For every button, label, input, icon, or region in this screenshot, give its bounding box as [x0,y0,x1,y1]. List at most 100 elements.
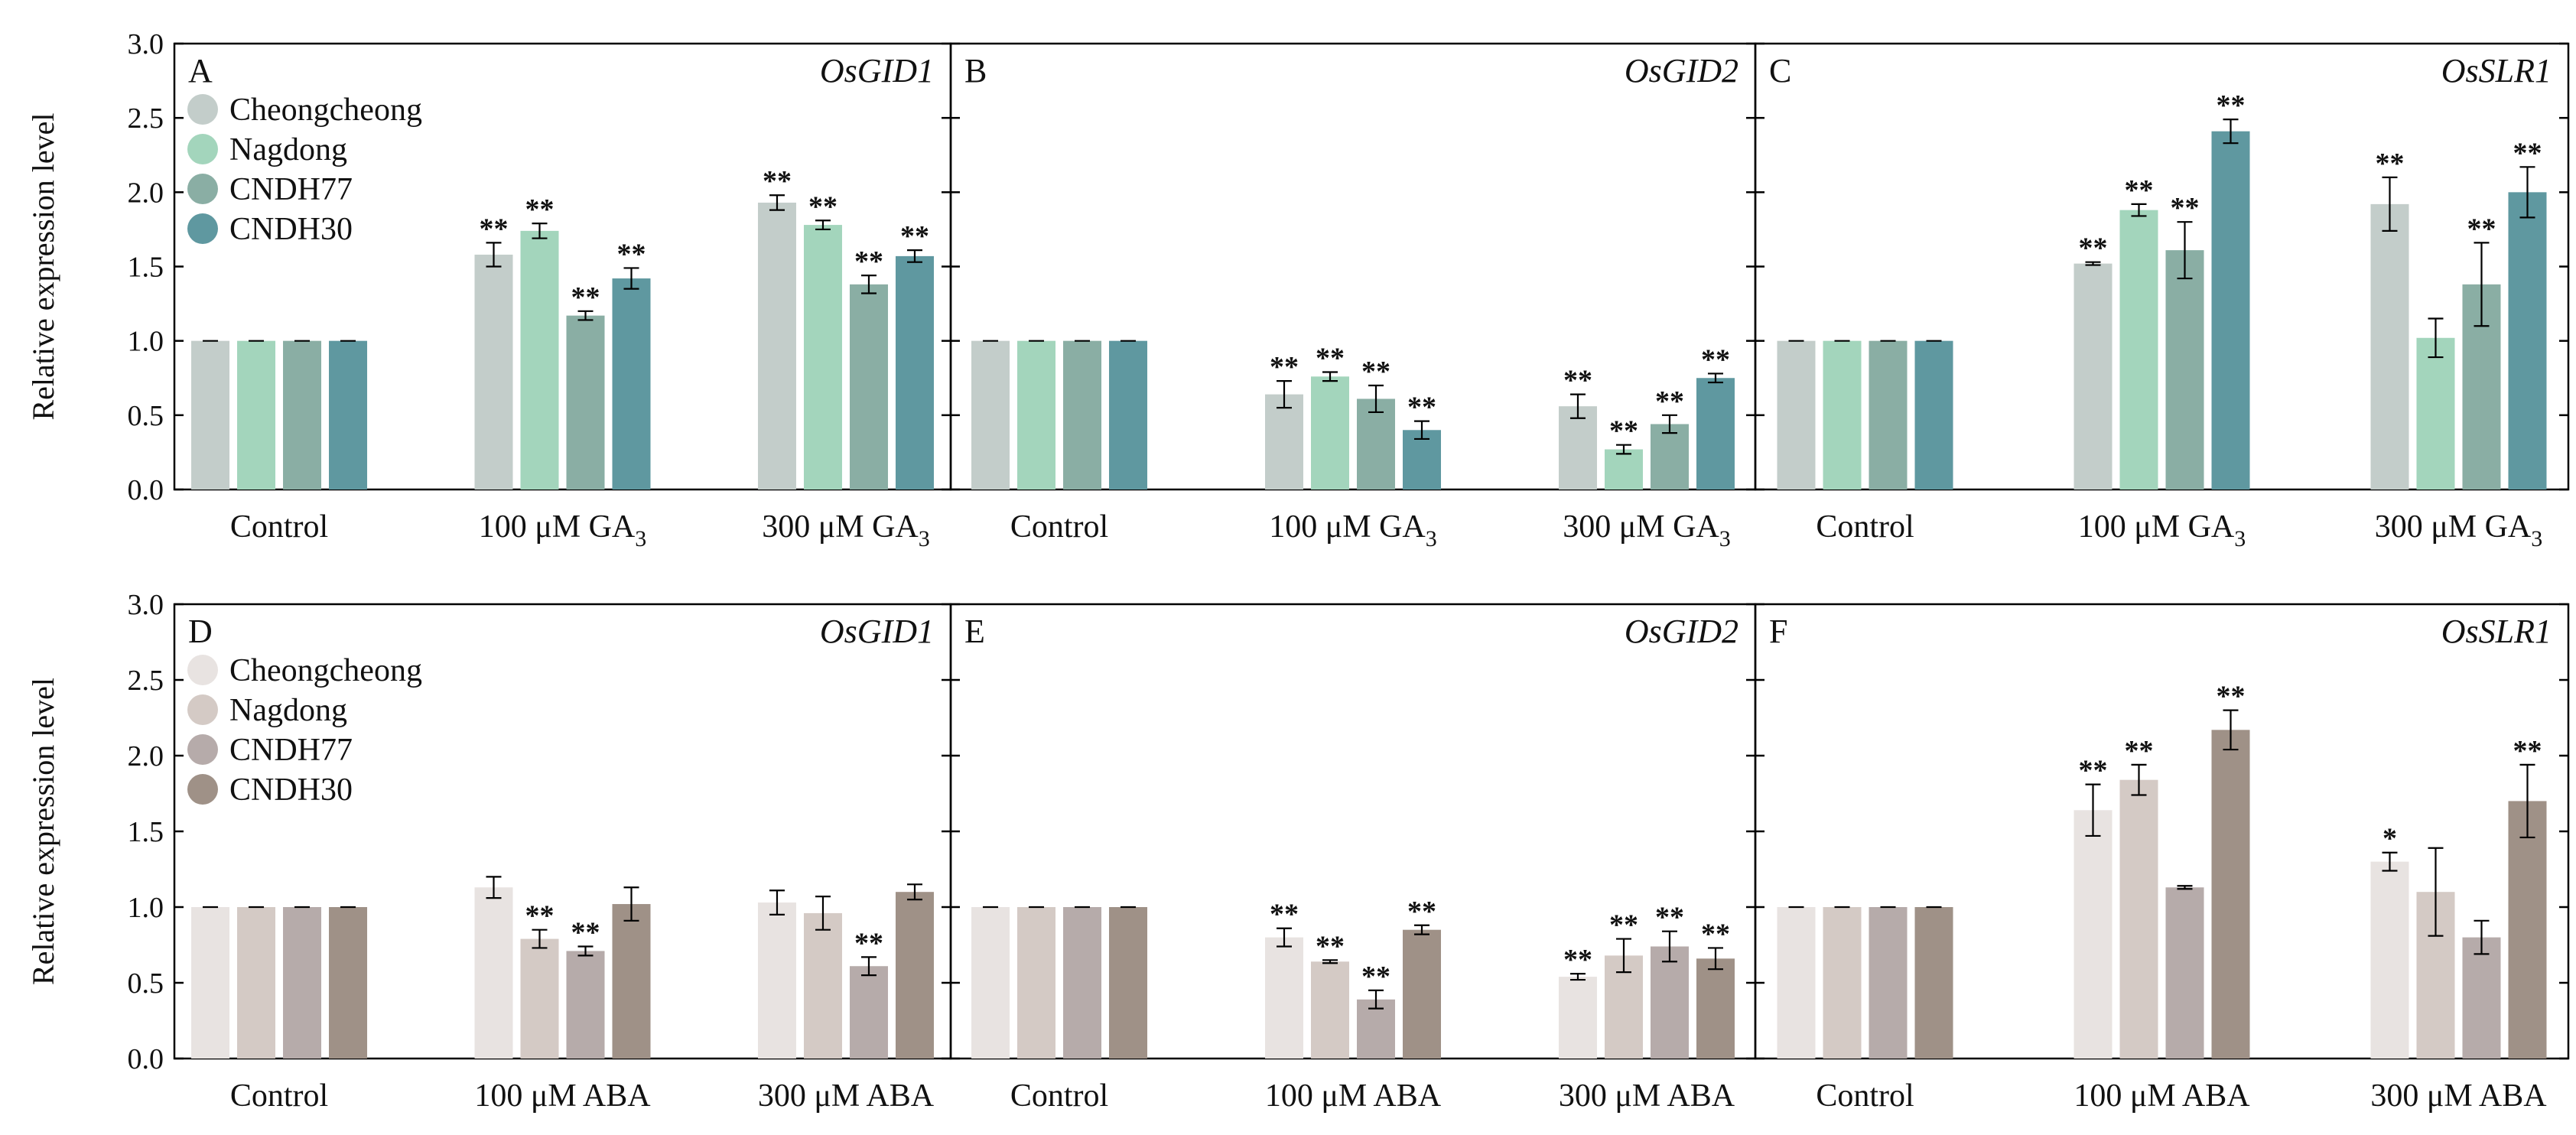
significance-mark: ** [2125,735,2154,767]
category-label-text: 100 μM ABA [2073,1078,2250,1114]
category-label: 100 μM GA3 [1269,509,1437,551]
significance-mark: * [2382,823,2397,855]
bar [2211,131,2250,489]
bar [1650,946,1689,1059]
significance-mark: ** [2467,213,2496,245]
significance-mark: ** [1270,899,1299,931]
significance-mark: ** [1563,365,1592,397]
category-label-subscript: 3 [919,526,930,551]
bar [1914,907,1953,1059]
significance-mark: ** [1563,944,1592,976]
panel-letter: A [188,52,213,89]
gene-label: OsGID2 [1625,52,1738,89]
y-tick-label: 2.0 [128,740,164,772]
gene-label: OsGID1 [820,52,934,89]
panel-letter: F [1769,613,1787,650]
legend-swatch [187,213,218,244]
panel-letter: E [964,613,985,650]
bar [2165,887,2204,1059]
bar [474,254,513,489]
bar [1777,907,1816,1059]
significance-mark: ** [1701,343,1730,376]
bar [237,907,276,1059]
category-label-text: 300 μM GA [2375,509,2532,545]
y-tick-label: 2.5 [128,665,164,697]
bar [1109,907,1148,1059]
bar [971,907,1010,1059]
y-tick-label: 1.0 [128,892,164,924]
significance-mark: ** [1609,415,1638,447]
category-label-text: 100 μM ABA [474,1078,651,1114]
category-label: Control [230,1078,328,1114]
bar [2073,810,2113,1059]
category-label-text: 300 μM ABA [2370,1078,2547,1114]
y-tick-label: 1.5 [128,816,164,848]
bar [1063,907,1102,1059]
bar [1109,340,1148,489]
category-label-text: Control [1816,509,1914,545]
category-label-subscript: 3 [1719,526,1731,551]
legend-swatch [187,94,218,125]
legend-label: Cheongcheong [229,93,422,128]
gene-label: OsSLR1 [2441,52,2552,89]
legend-label: Nagdong [229,132,347,167]
category-label-text: Control [230,1078,328,1114]
bar [566,315,605,489]
category-label-text: 300 μM GA [1563,509,1719,545]
category-label-text: 100 μM GA [2078,509,2235,545]
bar [1869,907,1908,1059]
bar [1063,340,1102,489]
significance-mark: ** [571,281,600,314]
significance-mark: ** [1609,909,1638,941]
category-label: 300 μM GA3 [1563,509,1731,551]
bar [191,340,230,489]
significance-mark: ** [2217,681,2246,713]
panel-a: 0.0 0.5 1.0 1.5 2.0 2.5 3.0 Relative expression… [26,28,952,551]
bar [1823,907,1862,1059]
bar [757,902,796,1059]
category-label: 100 μM ABA [1265,1078,1442,1114]
panel-letter: C [1769,52,1791,89]
bar [803,225,842,489]
legend-label: CNDH77 [229,733,353,768]
bar [237,340,276,489]
bar [1558,977,1597,1059]
category-label-subscript: 3 [635,526,646,551]
significance-mark: ** [2217,89,2246,122]
bar [283,907,322,1059]
category-label-text: 300 μM ABA [758,1078,935,1114]
category-label: Control [1816,1078,1914,1114]
significance-mark: ** [2079,755,2108,787]
significance-mark: ** [854,927,883,959]
significance-mark: ** [2079,233,2108,265]
panel-e: E OsGID2 Control ** ** ** ** 100 μM ABA ** ** ** **… [949,603,1757,1114]
bar [474,887,513,1059]
y-axis-label: Relative expression level [26,678,60,985]
y-tick-label: 0.5 [128,968,164,1000]
y-tick-label: 1.0 [128,326,164,358]
y-tick-label: 3.0 [128,28,164,60]
category-label: Control [1010,1078,1108,1114]
significance-mark: ** [1655,902,1684,934]
legend-swatch [187,774,218,805]
panel-d: 0.0 0.5 1.0 1.5 2.0 2.5 3.0 Relative expression… [26,589,952,1114]
significance-mark: ** [1316,342,1345,374]
significance-mark: ** [1655,385,1684,418]
bar [895,892,934,1059]
category-label-text: 100 μM GA [479,509,636,545]
category-label: 300 μM GA3 [762,509,930,551]
significance-mark: ** [2513,735,2542,767]
legend-swatch [187,174,218,204]
bar [849,284,888,489]
category-label: Control [1816,509,1914,545]
significance-mark: ** [525,900,555,932]
bar [1650,424,1689,489]
category-label: 100 μM GA3 [2078,509,2246,551]
legend-swatch [187,655,218,685]
significance-mark: ** [808,190,838,223]
significance-mark: ** [480,213,509,245]
bar [566,951,605,1059]
significance-mark: ** [900,220,929,252]
